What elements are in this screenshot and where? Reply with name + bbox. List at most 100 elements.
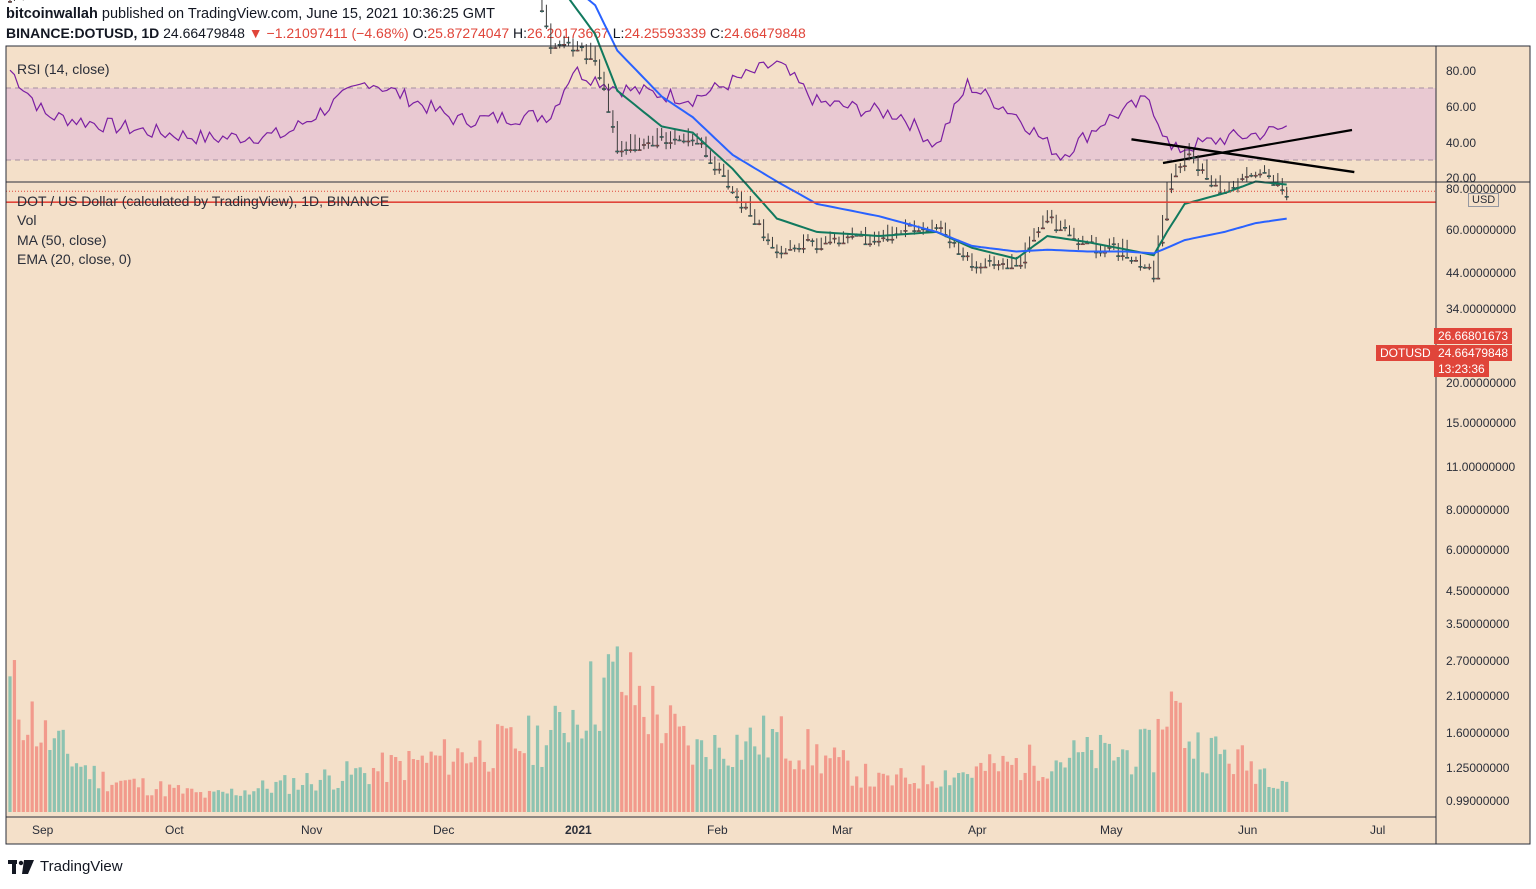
volume-bar: [1112, 760, 1116, 812]
volume-bar: [473, 756, 478, 812]
volume-bar: [629, 652, 633, 812]
candle-body: [619, 150, 624, 153]
price-tick: 15.00000000: [1446, 416, 1517, 430]
candle-body: [641, 144, 646, 146]
volume-bar: [979, 762, 983, 812]
volume-bar: [744, 741, 748, 812]
ma50-legend[interactable]: MA (50, close): [17, 232, 107, 248]
volume-bar: [1036, 780, 1041, 812]
candle-body: [1125, 256, 1130, 259]
volume-bar: [1032, 765, 1036, 812]
volume-bar: [398, 760, 402, 812]
volume-bar: [265, 788, 269, 812]
time-tick: Oct: [165, 823, 184, 837]
volume-bar: [363, 773, 367, 812]
volume-bar: [881, 773, 885, 812]
candle-body: [952, 242, 957, 244]
candle-body: [788, 249, 793, 251]
volume-bar: [394, 757, 398, 812]
volume-bar: [620, 691, 624, 812]
candle-body: [712, 168, 717, 171]
candle-body: [1209, 184, 1214, 187]
candle-body: [841, 242, 846, 245]
volume-bar: [212, 791, 216, 812]
published-text: published on TradingView.com, June 15, 2…: [101, 6, 495, 22]
volume-bar: [309, 784, 314, 812]
volume-bar: [420, 755, 424, 812]
volume-bar: [261, 780, 265, 812]
candle-body: [836, 242, 841, 245]
volume-bar: [739, 759, 744, 812]
candle-body: [947, 241, 952, 244]
author-name[interactable]: bitcoinwallah: [6, 6, 98, 22]
chart-plot-area[interactable]: [6, 46, 1436, 844]
candle-body: [1014, 264, 1019, 267]
volume-bar: [1125, 750, 1129, 812]
volume-bar: [699, 740, 704, 812]
price-legend-title[interactable]: DOT / US Dollar (calculated by TradingVi…: [17, 193, 390, 209]
volume-bar: [500, 725, 504, 812]
volume-bar: [566, 742, 571, 812]
price-scale[interactable]: [1436, 46, 1530, 844]
volume-bar: [70, 766, 74, 812]
volume-bar: [172, 787, 176, 812]
volume-bar: [704, 757, 708, 812]
volume-bar: [371, 767, 376, 812]
candle-body: [1191, 157, 1196, 159]
candle-body: [819, 248, 824, 250]
tradingview-logo[interactable]: TradingView: [8, 858, 123, 875]
ema20-legend[interactable]: EMA (20, close, 0): [17, 251, 132, 267]
volume-bar: [531, 764, 535, 812]
volume-bar: [1143, 728, 1147, 812]
candle-body: [890, 238, 895, 241]
volume-bar: [597, 730, 602, 812]
volume-bar: [21, 740, 25, 812]
candle-body: [757, 223, 762, 225]
volume-bar: [119, 780, 123, 812]
candle-body: [1169, 188, 1174, 191]
volume-bar: [593, 724, 597, 812]
volume-bar: [571, 709, 575, 812]
candle-body: [588, 58, 593, 60]
candle-body: [593, 60, 598, 62]
volume-bar: [438, 755, 442, 812]
price-tick: 6.00000000: [1446, 543, 1510, 557]
candle-body: [903, 230, 908, 232]
candle-body: [1156, 277, 1161, 280]
symbol-name[interactable]: BINANCE:DOTUSD, 1D: [6, 25, 160, 41]
volume-bar: [513, 748, 517, 812]
candle-body: [695, 142, 700, 145]
volume-bar: [1067, 757, 1072, 812]
volume-bar: [562, 733, 566, 812]
candle-body: [1054, 229, 1059, 232]
volume-bar: [637, 685, 642, 812]
currency-badge[interactable]: USD: [1468, 193, 1500, 207]
volume-bar: [141, 778, 145, 812]
volume-bar: [221, 791, 225, 812]
volume-bar: [1214, 736, 1218, 812]
candle-body: [1178, 166, 1183, 168]
volume-bar: [1072, 740, 1076, 812]
volume-bar: [899, 768, 903, 812]
volume-legend[interactable]: Vol: [17, 212, 37, 228]
volume-bar: [97, 788, 101, 812]
candle-body: [992, 264, 997, 266]
volume-bar: [1236, 749, 1240, 812]
volume-bar: [877, 772, 881, 812]
support-trendline: [1131, 138, 1355, 174]
rsi-legend[interactable]: RSI (14, close): [17, 61, 110, 77]
volume-bar: [1271, 787, 1276, 812]
volume-bar: [57, 730, 61, 812]
volume-bar: [52, 738, 56, 812]
volume-bar: [606, 654, 611, 812]
candle-body: [650, 144, 655, 147]
volume-bar: [176, 785, 181, 812]
volume-bar: [1205, 773, 1209, 812]
volume-bar: [203, 797, 207, 812]
volume-bar: [952, 777, 956, 812]
volume-bar: [584, 730, 588, 812]
candle-body: [965, 255, 970, 258]
candle-body: [1182, 165, 1187, 168]
candle-body: [1138, 266, 1143, 268]
volume-bar: [318, 779, 322, 812]
